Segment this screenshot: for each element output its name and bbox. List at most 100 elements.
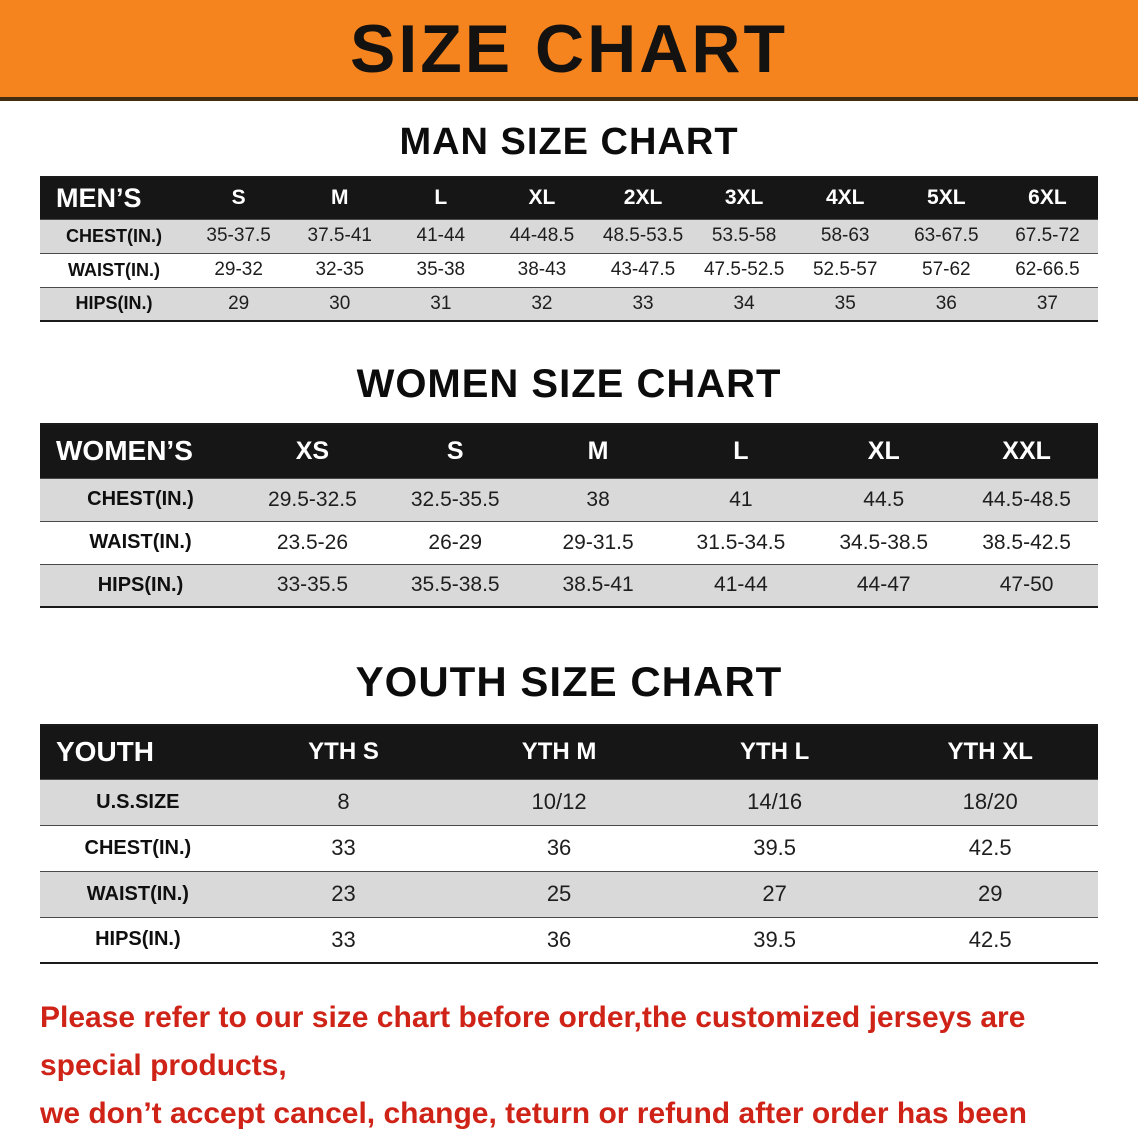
table-group-label: MEN’S bbox=[40, 177, 189, 219]
size-column-header: 5XL bbox=[895, 177, 997, 219]
size-value-cell: 34.5-38.5 bbox=[812, 520, 956, 564]
measurement-row-label: U.S.SIZE bbox=[40, 778, 236, 825]
size-value-cell: 62-66.5 bbox=[996, 252, 1098, 287]
table-header-row: MEN’S S M L XL 2XL 3XL 4XL 5XL 6XL bbox=[40, 177, 1098, 219]
youth-size-table: YOUTH YTH S YTH M YTH L YTH XL U.S.SIZE 8 10/12… bbox=[40, 724, 1098, 964]
disclaimer-line-2: we don’t accept cancel, change, teturn o… bbox=[40, 1097, 1027, 1130]
size-column-header: L bbox=[669, 424, 813, 478]
size-value-cell: 42.5 bbox=[882, 824, 1098, 871]
size-value-cell: 35-37.5 bbox=[188, 218, 290, 253]
size-column-header: M bbox=[289, 177, 391, 219]
size-column-header: 3XL bbox=[693, 177, 795, 219]
size-value-cell: 33 bbox=[235, 824, 452, 871]
size-value-cell: 43-47.5 bbox=[592, 252, 694, 287]
size-value-cell: 35.5-38.5 bbox=[383, 563, 527, 607]
size-value-cell: 34 bbox=[693, 286, 795, 321]
size-value-cell: 36 bbox=[451, 824, 667, 871]
page-title: SIZE CHART bbox=[350, 10, 788, 87]
size-value-cell: 27 bbox=[666, 870, 883, 917]
size-column-header: YTH XL bbox=[882, 725, 1098, 779]
section-men: MAN SIZE CHART MEN’S S M L XL 2XL 3XL 4XL 5XL 6XL… bbox=[0, 121, 1138, 322]
size-value-cell: 26-29 bbox=[383, 520, 527, 564]
size-value-cell: 44.5-48.5 bbox=[955, 477, 1098, 521]
measurement-row-label: CHEST(IN.) bbox=[40, 218, 189, 253]
size-value-cell: 44-48.5 bbox=[491, 218, 593, 253]
size-value-cell: 18/20 bbox=[882, 778, 1098, 825]
size-value-cell: 29 bbox=[882, 870, 1098, 917]
size-value-cell: 35-38 bbox=[390, 252, 492, 287]
table-row: CHEST(IN.) 29.5-32.5 32.5-35.5 38 41 44.5 44.5… bbox=[40, 477, 1098, 521]
size-value-cell: 36 bbox=[451, 916, 667, 963]
size-value-cell: 33 bbox=[592, 286, 694, 321]
size-column-header: 6XL bbox=[996, 177, 1098, 219]
table-row: CHEST(IN.) 35-37.5 37.5-41 41-44 44-48.5 48.5… bbox=[40, 218, 1098, 253]
size-value-cell: 8 bbox=[235, 778, 452, 825]
size-value-cell: 35 bbox=[794, 286, 896, 321]
size-value-cell: 23.5-26 bbox=[241, 520, 384, 564]
size-value-cell: 31 bbox=[390, 286, 492, 321]
size-column-header: S bbox=[383, 424, 527, 478]
table-row: WAIST(IN.) 29-32 32-35 35-38 38-43 43-47.5 47.… bbox=[40, 252, 1098, 287]
youth-section-title: YOUTH SIZE CHART bbox=[355, 658, 783, 705]
measurement-row-label: HIPS(IN.) bbox=[40, 286, 189, 321]
size-value-cell: 29-32 bbox=[188, 252, 290, 287]
size-value-cell: 38-43 bbox=[491, 252, 593, 287]
size-value-cell: 48.5-53.5 bbox=[592, 218, 694, 253]
size-value-cell: 25 bbox=[451, 870, 667, 917]
size-value-cell: 38.5-42.5 bbox=[955, 520, 1098, 564]
size-value-cell: 10/12 bbox=[451, 778, 667, 825]
section-women: WOMEN SIZE CHART WOMEN’S XS S M L XL XXL CHEST(… bbox=[0, 362, 1138, 608]
table-row: WAIST(IN.) 23.5-26 26-29 29-31.5 31.5-34.5 34… bbox=[40, 520, 1098, 564]
table-header-row: YOUTH YTH S YTH M YTH L YTH XL bbox=[40, 725, 1098, 779]
size-value-cell: 58-63 bbox=[794, 218, 896, 253]
size-value-cell: 41-44 bbox=[390, 218, 492, 253]
women-size-table: WOMEN’S XS S M L XL XXL CHEST(IN.) 29.5-32.5 32.5… bbox=[40, 423, 1098, 608]
size-value-cell: 38.5-41 bbox=[526, 563, 670, 607]
size-value-cell: 38 bbox=[526, 477, 670, 521]
size-value-cell: 29 bbox=[188, 286, 290, 321]
size-column-header: 2XL bbox=[592, 177, 694, 219]
size-column-header: YTH M bbox=[451, 725, 667, 779]
size-column-header: L bbox=[390, 177, 492, 219]
size-value-cell: 47.5-52.5 bbox=[693, 252, 795, 287]
size-value-cell: 47-50 bbox=[955, 563, 1098, 607]
size-value-cell: 36 bbox=[895, 286, 997, 321]
women-section-title: WOMEN SIZE CHART bbox=[356, 362, 782, 406]
size-value-cell: 32 bbox=[491, 286, 593, 321]
size-column-header: XL bbox=[491, 177, 593, 219]
size-value-cell: 42.5 bbox=[882, 916, 1098, 963]
table-row: CHEST(IN.) 33 36 39.5 42.5 bbox=[40, 824, 1098, 871]
size-value-cell: 32-35 bbox=[289, 252, 391, 287]
disclaimer-line-1: Please refer to our size chart before or… bbox=[40, 1001, 1026, 1082]
size-value-cell: 37.5-41 bbox=[289, 218, 391, 253]
size-value-cell: 30 bbox=[289, 286, 391, 321]
size-value-cell: 33 bbox=[235, 916, 452, 963]
size-value-cell: 44-47 bbox=[812, 563, 956, 607]
size-column-header: YTH L bbox=[666, 725, 883, 779]
measurement-row-label: WAIST(IN.) bbox=[40, 252, 189, 287]
size-column-header: M bbox=[526, 424, 670, 478]
men-section-title: MAN SIZE CHART bbox=[399, 121, 739, 163]
size-chart-banner: SIZE CHART bbox=[0, 0, 1138, 101]
measurement-row-label: WAIST(IN.) bbox=[40, 520, 242, 564]
section-youth: YOUTH SIZE CHART YOUTH YTH S YTH M YTH L YTH… bbox=[0, 658, 1138, 964]
size-value-cell: 29-31.5 bbox=[526, 520, 670, 564]
size-value-cell: 41-44 bbox=[669, 563, 813, 607]
measurement-row-label: HIPS(IN.) bbox=[40, 916, 236, 963]
size-value-cell: 39.5 bbox=[666, 824, 883, 871]
table-row: HIPS(IN.) 29 30 31 32 33 34 35 36 37 bbox=[40, 286, 1098, 321]
table-header-row: WOMEN’S XS S M L XL XXL bbox=[40, 424, 1098, 478]
measurement-row-label: HIPS(IN.) bbox=[40, 563, 242, 607]
size-value-cell: 44.5 bbox=[812, 477, 956, 521]
size-column-header: 4XL bbox=[794, 177, 896, 219]
size-column-header: XL bbox=[812, 424, 956, 478]
size-value-cell: 14/16 bbox=[666, 778, 883, 825]
size-value-cell: 33-35.5 bbox=[241, 563, 384, 607]
size-value-cell: 23 bbox=[235, 870, 452, 917]
size-value-cell: 32.5-35.5 bbox=[383, 477, 527, 521]
size-column-header: YTH S bbox=[235, 725, 452, 779]
measurement-row-label: CHEST(IN.) bbox=[40, 477, 242, 521]
size-value-cell: 31.5-34.5 bbox=[669, 520, 813, 564]
size-chart-content: MAN SIZE CHART MEN’S S M L XL 2XL 3XL 4XL 5XL 6XL… bbox=[0, 121, 1138, 1132]
size-value-cell: 52.5-57 bbox=[794, 252, 896, 287]
